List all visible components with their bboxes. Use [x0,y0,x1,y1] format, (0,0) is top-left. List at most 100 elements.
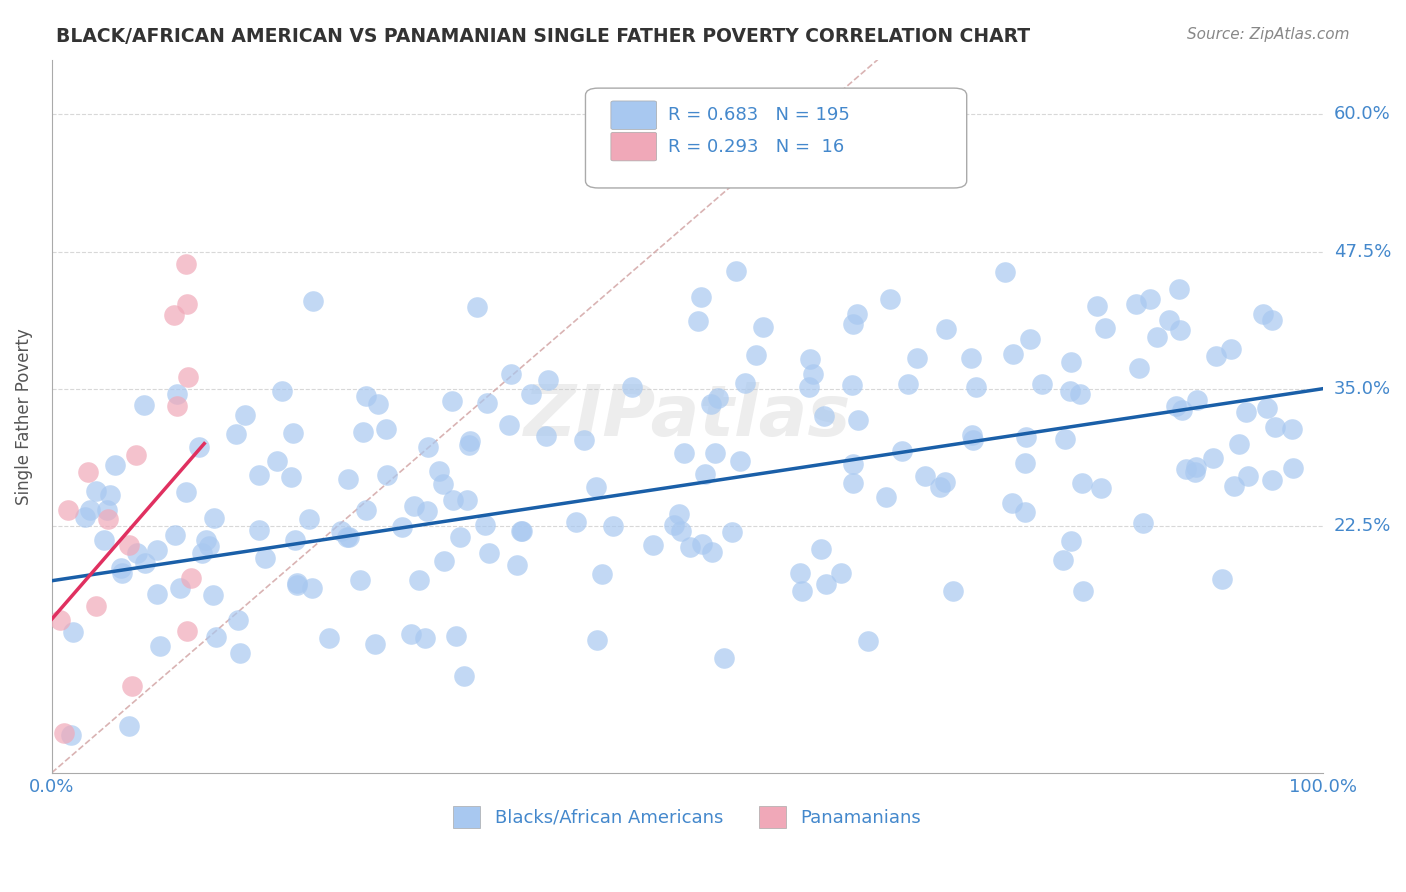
Point [401,626,423,640]
Text: ZIPatlas: ZIPatlas [523,382,851,450]
Point [233,409,256,423]
Point [965,380,987,394]
Point [520,387,543,401]
Point [441,492,464,507]
Point [465,300,488,314]
Point [202,510,225,524]
Point [433,554,456,568]
Point [284,533,307,547]
Point [418,440,440,454]
Point [125,448,148,462]
Point [792,583,814,598]
Point [474,517,496,532]
Point [1071,476,1094,491]
Point [1174,462,1197,476]
Text: 22.5%: 22.5% [1334,516,1391,535]
Point [499,368,522,382]
Point [375,467,398,482]
Point [830,566,852,580]
Point [408,574,430,588]
Point [166,387,188,401]
Point [404,499,426,513]
Point [797,380,820,394]
Point [848,413,870,427]
Point [1090,481,1112,495]
Point [1164,399,1187,413]
Point [84,484,107,499]
Point [1184,465,1206,479]
Point [1001,347,1024,361]
Point [335,530,357,544]
Point [621,380,644,394]
Point [166,399,188,413]
Point [1085,299,1108,313]
Point [1201,451,1223,466]
Point [96,503,118,517]
Point [187,441,209,455]
Point [48,613,70,627]
Point [591,566,613,581]
Point [444,629,467,643]
Point [602,519,624,533]
Point [1170,323,1192,337]
Point [475,396,498,410]
Point [121,679,143,693]
Point [1052,552,1074,566]
Point [163,308,186,322]
Point [534,428,557,442]
Point [229,647,252,661]
Point [75,510,97,524]
Point [1282,461,1305,475]
Point [163,528,186,542]
Point [1128,361,1150,376]
Point [672,446,695,460]
Point [841,377,863,392]
Point [297,512,319,526]
Point [1059,384,1081,399]
Text: BLACK/AFRICAN AMERICAN VS PANAMANIAN SINGLE FATHER POVERTY CORRELATION CHART: BLACK/AFRICAN AMERICAN VS PANAMANIAN SIN… [56,27,1031,45]
Point [1014,505,1036,519]
Point [929,480,952,494]
Point [994,265,1017,279]
Point [285,576,308,591]
Point [574,433,596,447]
Point [226,613,249,627]
Point [145,587,167,601]
Y-axis label: Single Father Poverty: Single Father Poverty [15,327,32,505]
Point [734,376,756,391]
Point [842,317,865,331]
Point [799,352,821,367]
Point [801,367,824,381]
Point [77,465,100,479]
Point [846,307,869,321]
Point [413,631,436,645]
Point [374,422,396,436]
Point [962,427,984,442]
Point [690,537,713,551]
Point [349,573,371,587]
FancyBboxPatch shape [585,88,967,188]
Point [585,480,607,494]
Point [117,719,139,733]
Point [62,624,84,639]
Point [1031,376,1053,391]
FancyBboxPatch shape [610,101,657,129]
Point [879,293,901,307]
Point [662,518,685,533]
Point [1211,572,1233,586]
Point [815,577,838,591]
Point [266,454,288,468]
Point [176,257,198,271]
Point [1261,473,1284,487]
Point [1094,321,1116,335]
Point [146,543,169,558]
Point [942,584,965,599]
Text: R = 0.293   N =  16: R = 0.293 N = 16 [668,137,845,155]
Point [52,725,75,739]
Point [330,524,353,538]
Point [174,485,197,500]
Point [512,524,534,538]
FancyBboxPatch shape [610,132,657,161]
Point [180,571,202,585]
Point [707,391,730,405]
